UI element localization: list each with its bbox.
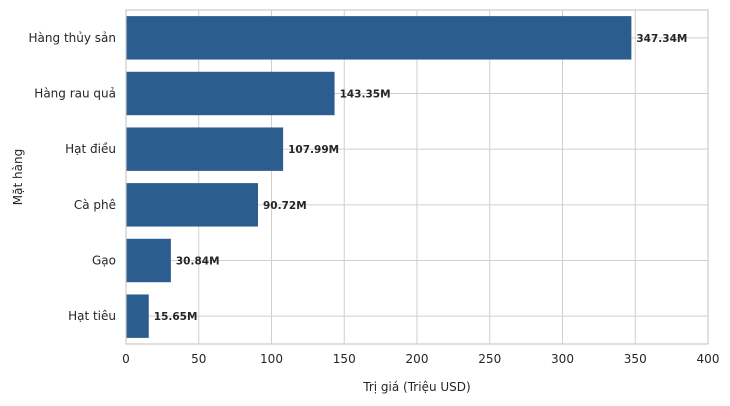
data-label: 15.65M: [154, 311, 198, 323]
y-tick-labels: Hàng thủy sản Hàng rau quả Hạt điều Cà phê G…: [29, 31, 116, 323]
y-tick-label: Cà phê: [74, 198, 116, 212]
y-tick-label: Hàng rau quả: [34, 87, 116, 101]
bar: [126, 16, 632, 60]
bar: [126, 127, 284, 171]
y-tick-label: Gạo: [92, 254, 116, 268]
x-tick-label: 350: [624, 352, 647, 366]
bar: [126, 71, 335, 116]
data-labels: 347.34M 143.35M 107.99M 90.72M 30.84M 15.65M: [154, 33, 688, 323]
x-tick-label: 250: [478, 352, 501, 366]
y-tick-label: Hạt tiêu: [68, 309, 116, 323]
data-label: 90.72M: [263, 200, 307, 212]
bar: [126, 183, 258, 227]
plot-frame: [125, 9, 709, 345]
bar: [126, 238, 171, 283]
bars: [126, 16, 632, 338]
x-tick-label: 50: [191, 352, 206, 366]
data-label: 347.34M: [636, 33, 687, 45]
x-tick-label: 400: [697, 352, 720, 366]
bar: [126, 294, 149, 338]
data-label: 107.99M: [288, 144, 339, 156]
y-axis-label: Mặt hàng: [11, 149, 25, 205]
x-tick-label: 0: [122, 352, 130, 366]
y-tick-label: Hạt điều: [65, 142, 116, 156]
x-tick-label: 200: [406, 352, 429, 366]
x-tick-label: 100: [260, 352, 283, 366]
data-label: 143.35M: [340, 89, 391, 101]
data-label: 30.84M: [176, 256, 220, 268]
x-tick-labels: 0 50 100 150 200 250 300 350 400: [122, 352, 719, 366]
x-axis-label: Trị giá (Triệu USD): [362, 380, 470, 394]
grid: [125, 10, 709, 344]
x-tick-label: 150: [333, 352, 356, 366]
y-tick-label: Hàng thủy sản: [29, 31, 116, 45]
x-tick-label: 300: [551, 352, 574, 366]
